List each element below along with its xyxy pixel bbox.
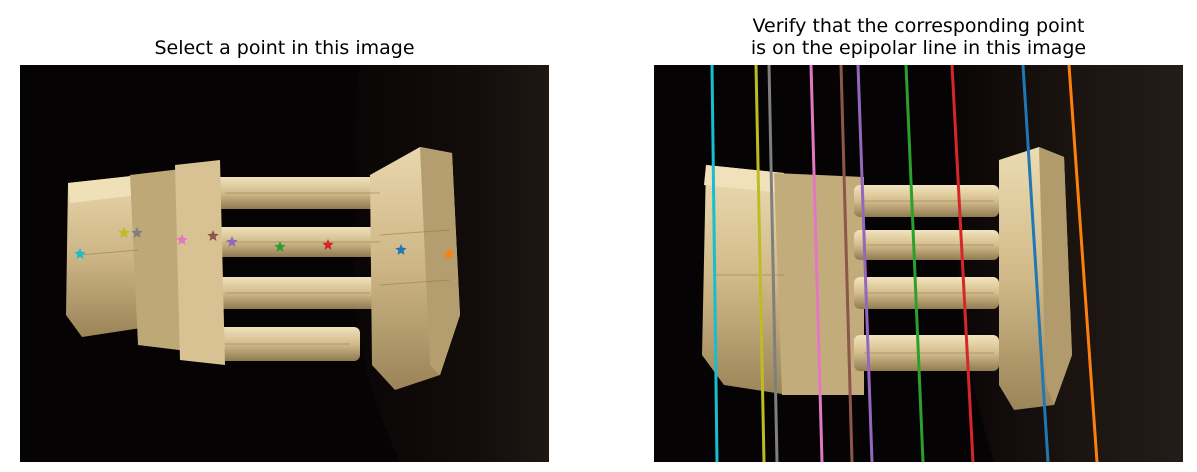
epipolar-line-red [950, 65, 975, 462]
point-pink-star-marker [176, 234, 188, 245]
point-blue-star-marker [395, 244, 407, 255]
epipolar-line-orange [1067, 65, 1099, 462]
left-image[interactable] [20, 65, 549, 462]
epipolar-line-pink [809, 65, 824, 462]
epipolar-line-blue [1021, 65, 1050, 462]
left-panel-title: Select a point in this image [154, 37, 415, 59]
left-temple-image [20, 65, 549, 462]
epipolar-line-cyan [710, 65, 719, 462]
point-red-star-marker [322, 239, 334, 250]
right-title-line-2: is on the epipolar line in this image [750, 37, 1087, 59]
point-brown-star-marker [207, 230, 219, 241]
right-image [654, 65, 1183, 462]
point-purple-star-marker [226, 236, 238, 247]
epipolar-line-olive [754, 65, 766, 462]
left-panel: Select a point in this image [0, 0, 570, 472]
right-panel: Verify that the corresponding point is o… [600, 0, 1197, 472]
epipolar-line-green [904, 65, 925, 462]
point-gray-star-marker [131, 227, 143, 238]
right-temple-image [654, 65, 1183, 462]
epipolar-line-brown [839, 65, 854, 462]
point-cyan-star-marker [74, 248, 86, 259]
right-panel-title: Verify that the corresponding point is o… [654, 15, 1183, 59]
epipolar-line-purple [856, 65, 874, 462]
point-orange-star-marker [443, 248, 455, 259]
epipolar-line-gray [767, 65, 779, 462]
point-olive-star-marker [118, 227, 130, 238]
point-green-star-marker [274, 241, 286, 252]
right-title-line-1: Verify that the corresponding point [752, 15, 1085, 37]
